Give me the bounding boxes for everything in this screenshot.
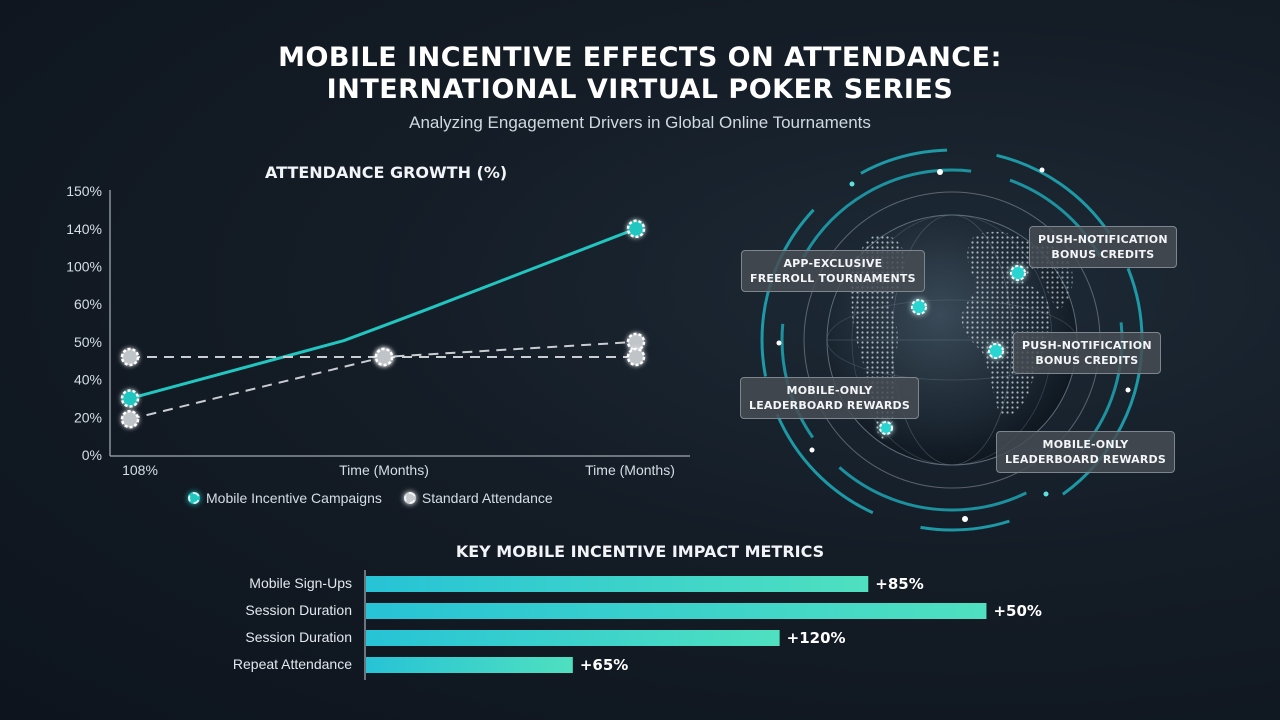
x-tick-label: 108% <box>122 462 158 478</box>
line-chart-title: ATTENDANCE GROWTH (%) <box>265 163 508 182</box>
y-tick-label: 140% <box>66 221 102 237</box>
legend-chip-grey <box>403 492 416 504</box>
data-point <box>626 219 646 239</box>
y-tick-label: 100% <box>66 259 102 275</box>
orbit-dot <box>849 181 855 187</box>
orbit-dot <box>937 169 943 175</box>
chart-subtitle: Analyzing Engagement Drivers in Global O… <box>409 113 871 132</box>
legend-label-standard: Standard Attendance <box>421 490 553 506</box>
orbit-dot <box>809 447 815 453</box>
bar-chart-title: KEY MOBILE INCENTIVE IMPACT METRICS <box>455 542 825 561</box>
globe-marker <box>911 299 927 315</box>
y-tick-label: 0% <box>82 447 102 463</box>
y-tick-label: 40% <box>74 372 102 388</box>
callout-leaderboard-2: MOBILE-ONLY LEADERBOARD REWARDS <box>996 431 1175 473</box>
y-tick-label: 60% <box>74 296 102 312</box>
orbit-dot <box>1043 491 1049 497</box>
line-chart-legend: Mobile Incentive Campaigns Standard Atte… <box>188 490 553 506</box>
callout-push-notification-1: PUSH-NOTIFICATION BONUS CREDITS <box>1029 226 1177 268</box>
orbit-dot <box>1039 167 1045 173</box>
y-tick-label: 150% <box>66 183 102 199</box>
data-point <box>120 389 140 408</box>
chart-title-line-1: MOBILE INCENTIVE EFFECTS ON ATTENDANCE: <box>278 42 1002 73</box>
data-point <box>120 409 140 429</box>
callout-leaderboard-1: MOBILE-ONLY LEADERBOARD REWARDS <box>740 377 919 419</box>
y-tick-label: 50% <box>74 334 102 350</box>
callout-freeroll: APP-EXCLUSIVE FREEROLL TOURNAMENTS <box>741 250 925 292</box>
data-point <box>120 347 140 367</box>
orbit-dot <box>776 340 782 346</box>
x-tick-label: Time (Months) <box>585 462 675 478</box>
data-point <box>374 347 394 367</box>
line-chart: 0% 20% 40% 50% 60% 100% 140% 150% 108% Time (Mon… <box>66 183 690 478</box>
chart-title-line-2: INTERNATIONAL VIRTUAL POKER SERIES <box>326 74 954 105</box>
legend-chip-teal <box>188 492 200 504</box>
data-point <box>626 347 646 367</box>
legend-label-mobile: Mobile Incentive Campaigns <box>206 490 382 506</box>
x-tick-label: Time (Months) <box>339 462 429 478</box>
orbit-dot <box>1125 387 1131 393</box>
globe-marker <box>988 343 1004 359</box>
orbit-dot <box>962 516 968 522</box>
legend-item-standard: Standard Attendance <box>403 490 553 506</box>
callout-push-notification-2: PUSH-NOTIFICATION BONUS CREDITS <box>1013 332 1161 374</box>
y-tick-label: 20% <box>74 409 102 425</box>
globe-marker <box>879 421 893 435</box>
globe-marker <box>1010 265 1026 281</box>
series-line-0 <box>129 227 637 400</box>
legend-item-mobile: Mobile Incentive Campaigns <box>188 490 382 506</box>
